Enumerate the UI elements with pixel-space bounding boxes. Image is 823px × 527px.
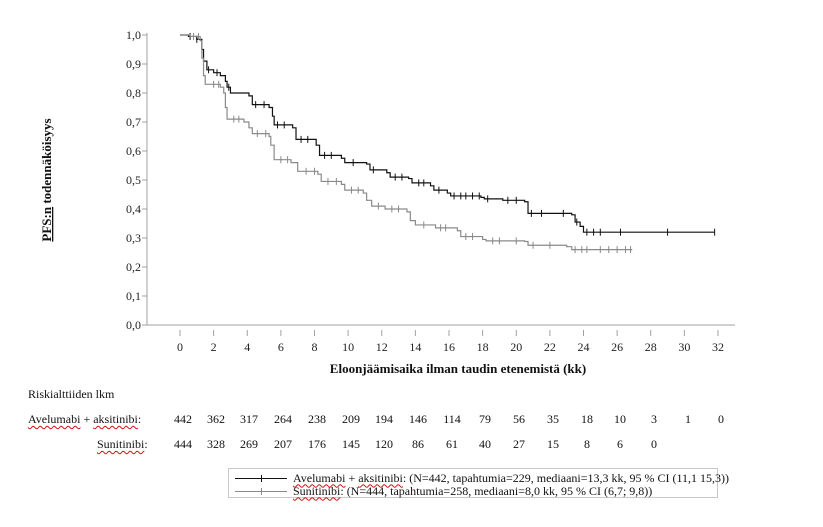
- x-tick-label: 0: [177, 340, 183, 354]
- x-axis: 0 2 4 6 8 10 12 14 16 18 20 22 24 26 28 30 32: [147, 324, 735, 354]
- risk-count: 328: [207, 437, 225, 451]
- y-axis-title: PFS:n todennäköisyys: [39, 118, 54, 241]
- risk-row-label-sep: +: [80, 412, 94, 426]
- x-axis-title: Eloonjäämisaika ilman taudin etenemistä …: [330, 361, 586, 376]
- legend-colon: :: [340, 483, 344, 498]
- km-curve-sunitinibi: [180, 32, 633, 254]
- y-axis-title-prefix: PFS:n: [39, 206, 54, 241]
- risk-row-label-end: :: [144, 437, 148, 451]
- risk-count: 0: [651, 437, 657, 451]
- y-tick-label: 0,8: [126, 86, 141, 100]
- x-tick-label: 32: [712, 340, 724, 354]
- y-tick-label: 0,6: [126, 144, 141, 158]
- legend-line-black: [235, 473, 287, 483]
- risk-count: 10: [614, 412, 626, 426]
- curves: [180, 32, 716, 254]
- y-axis: 0,0 0,1 0,2 0,3 0,4 0,5 0,6 0,7 0,8 0,9 1,0: [126, 28, 148, 332]
- x-tick-label: 18: [477, 340, 489, 354]
- x-tick-label: 28: [645, 340, 657, 354]
- risk-count: 8: [584, 437, 590, 451]
- risk-row-label-sunitinibi: Sunitinibi:: [97, 437, 148, 452]
- risk-count: 56: [513, 412, 525, 426]
- x-tick-label: 26: [611, 340, 623, 354]
- risk-count: 27: [513, 437, 525, 451]
- risk-table-title: Riskialttiiden lkm: [28, 387, 115, 401]
- risk-count: 3: [651, 412, 657, 426]
- risk-count: 264: [274, 412, 292, 426]
- x-tick-label: 4: [244, 340, 250, 354]
- y-tick-label: 0,4: [126, 202, 141, 216]
- risk-count: 120: [375, 437, 393, 451]
- x-tick-label: 12: [376, 340, 388, 354]
- y-tick-label: 0,0: [126, 318, 141, 332]
- x-tick-label: 16: [443, 340, 455, 354]
- y-tick-label: 1,0: [126, 28, 141, 42]
- x-tick-label: 6: [278, 340, 284, 354]
- risk-count: 61: [446, 437, 458, 451]
- legend-name2: aksitinibi: [358, 470, 403, 485]
- risk-row-label-avelumabi: Avelumabi + aksitinibi:: [28, 412, 141, 427]
- risk-count: 238: [308, 412, 326, 426]
- legend-detail: (N=442, tapahtumia=229, mediaani=13,3 kk…: [406, 470, 730, 485]
- legend-item-avelumabi: Avelumabi + aksitinibi: (N=442, tapahtum…: [229, 471, 729, 485]
- legend: Avelumabi + aksitinibi: (N=442, tapahtum…: [228, 468, 729, 498]
- risk-count: 1: [685, 412, 691, 426]
- risk-row-label-a: Avelumabi: [28, 412, 81, 426]
- risk-count: 15: [547, 437, 559, 451]
- x-tick-label: 8: [312, 340, 318, 354]
- x-tick-label: 20: [510, 340, 522, 354]
- legend-detail: (N=444, tapahtumia=258, mediaani=8,0 kk,…: [343, 483, 653, 498]
- risk-count: 145: [342, 437, 360, 451]
- risk-count: 194: [375, 412, 393, 426]
- risk-count: 362: [207, 412, 225, 426]
- x-tick-label: 14: [409, 340, 421, 354]
- x-tick-label: 2: [211, 340, 217, 354]
- risk-count: 317: [240, 412, 258, 426]
- risk-count: 86: [412, 437, 424, 451]
- y-tick-label: 0,9: [126, 57, 141, 71]
- y-tick-label: 0,2: [126, 260, 141, 274]
- risk-row-label-a: Sunitinibi: [97, 437, 145, 451]
- legend-name: Sunitinibi: [293, 483, 341, 498]
- risk-count: 209: [342, 412, 360, 426]
- risk-count: 18: [581, 412, 593, 426]
- risk-count: 114: [443, 412, 461, 426]
- risk-count: 79: [479, 412, 491, 426]
- km-step-line: [180, 34, 715, 233]
- risk-count: 442: [174, 412, 192, 426]
- risk-count: 444: [174, 437, 192, 451]
- risk-count: 207: [274, 437, 292, 451]
- risk-count: 6: [617, 437, 623, 451]
- risk-count: 269: [240, 437, 258, 451]
- km-curve-avelumabi-aksitinibi: [180, 32, 716, 236]
- km-step-line: [180, 34, 633, 251]
- risk-row-label-b: aksitinibi: [93, 412, 138, 426]
- y-tick-label: 0,7: [126, 115, 141, 129]
- risk-count: 35: [547, 412, 559, 426]
- x-tick-label: 22: [544, 340, 556, 354]
- legend-sep: +: [345, 470, 359, 485]
- legend-line-gray: [235, 486, 287, 496]
- legend-name: Avelumabi: [293, 470, 346, 485]
- legend-item-sunitinibi: Sunitinibi: (N=444, tapahtumia=258, medi…: [229, 484, 652, 498]
- legend-colon: :: [402, 470, 407, 485]
- risk-count: 0: [718, 412, 724, 426]
- y-tick-label: 0,5: [126, 173, 141, 187]
- y-axis-title-rest: todennäköisyys: [39, 118, 54, 207]
- risk-count: 40: [479, 437, 491, 451]
- y-tick-label: 0,3: [126, 231, 141, 245]
- risk-row-label-end: :: [137, 412, 142, 426]
- risk-count: 176: [308, 437, 326, 451]
- risk-count: 146: [409, 412, 427, 426]
- x-tick-label: 30: [678, 340, 690, 354]
- x-tick-label: 24: [578, 340, 590, 354]
- y-tick-label: 0,1: [126, 289, 141, 303]
- x-tick-label: 10: [342, 340, 354, 354]
